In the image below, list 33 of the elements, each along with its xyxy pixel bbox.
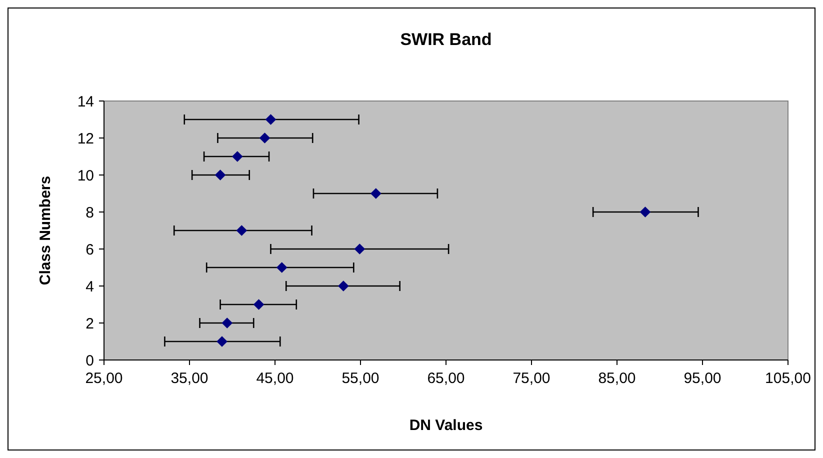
y-tick-label: 14	[77, 93, 94, 110]
y-axis-title: Class Numbers	[37, 176, 54, 286]
x-tick-label: 65,00	[427, 370, 465, 387]
point	[216, 336, 228, 347]
point	[370, 188, 382, 199]
y-tick-label: 10	[77, 167, 94, 184]
point	[214, 170, 226, 180]
x-tick-label: 35,00	[170, 370, 208, 387]
point	[276, 262, 288, 273]
y-tick-label: 2	[86, 315, 94, 332]
point	[232, 151, 243, 162]
x-tick-label: 75,00	[512, 370, 550, 387]
point	[222, 318, 233, 328]
chart-title: SWIR Band	[400, 30, 492, 49]
point	[338, 280, 349, 292]
y-tick-label: 8	[86, 204, 94, 222]
y-tick-label: 4	[86, 278, 94, 296]
x-axis-title: DN Values	[409, 417, 483, 434]
y-tick-label: 0	[86, 352, 94, 370]
x-tick-label: 95,00	[684, 370, 722, 387]
point	[259, 132, 270, 144]
point	[253, 299, 264, 310]
x-tick-label: 25,00	[85, 370, 123, 387]
point	[640, 206, 651, 218]
x-tick-label: 85,00	[598, 370, 636, 387]
point	[354, 244, 366, 254]
y-tick-label: 12	[77, 130, 94, 148]
x-tick-label: 45,00	[256, 370, 294, 387]
x-tick-label: 105,00	[765, 370, 811, 387]
x-tick-label: 55,00	[342, 370, 380, 387]
point	[236, 225, 248, 236]
point	[265, 114, 276, 125]
y-tick-label: 6	[86, 241, 94, 258]
